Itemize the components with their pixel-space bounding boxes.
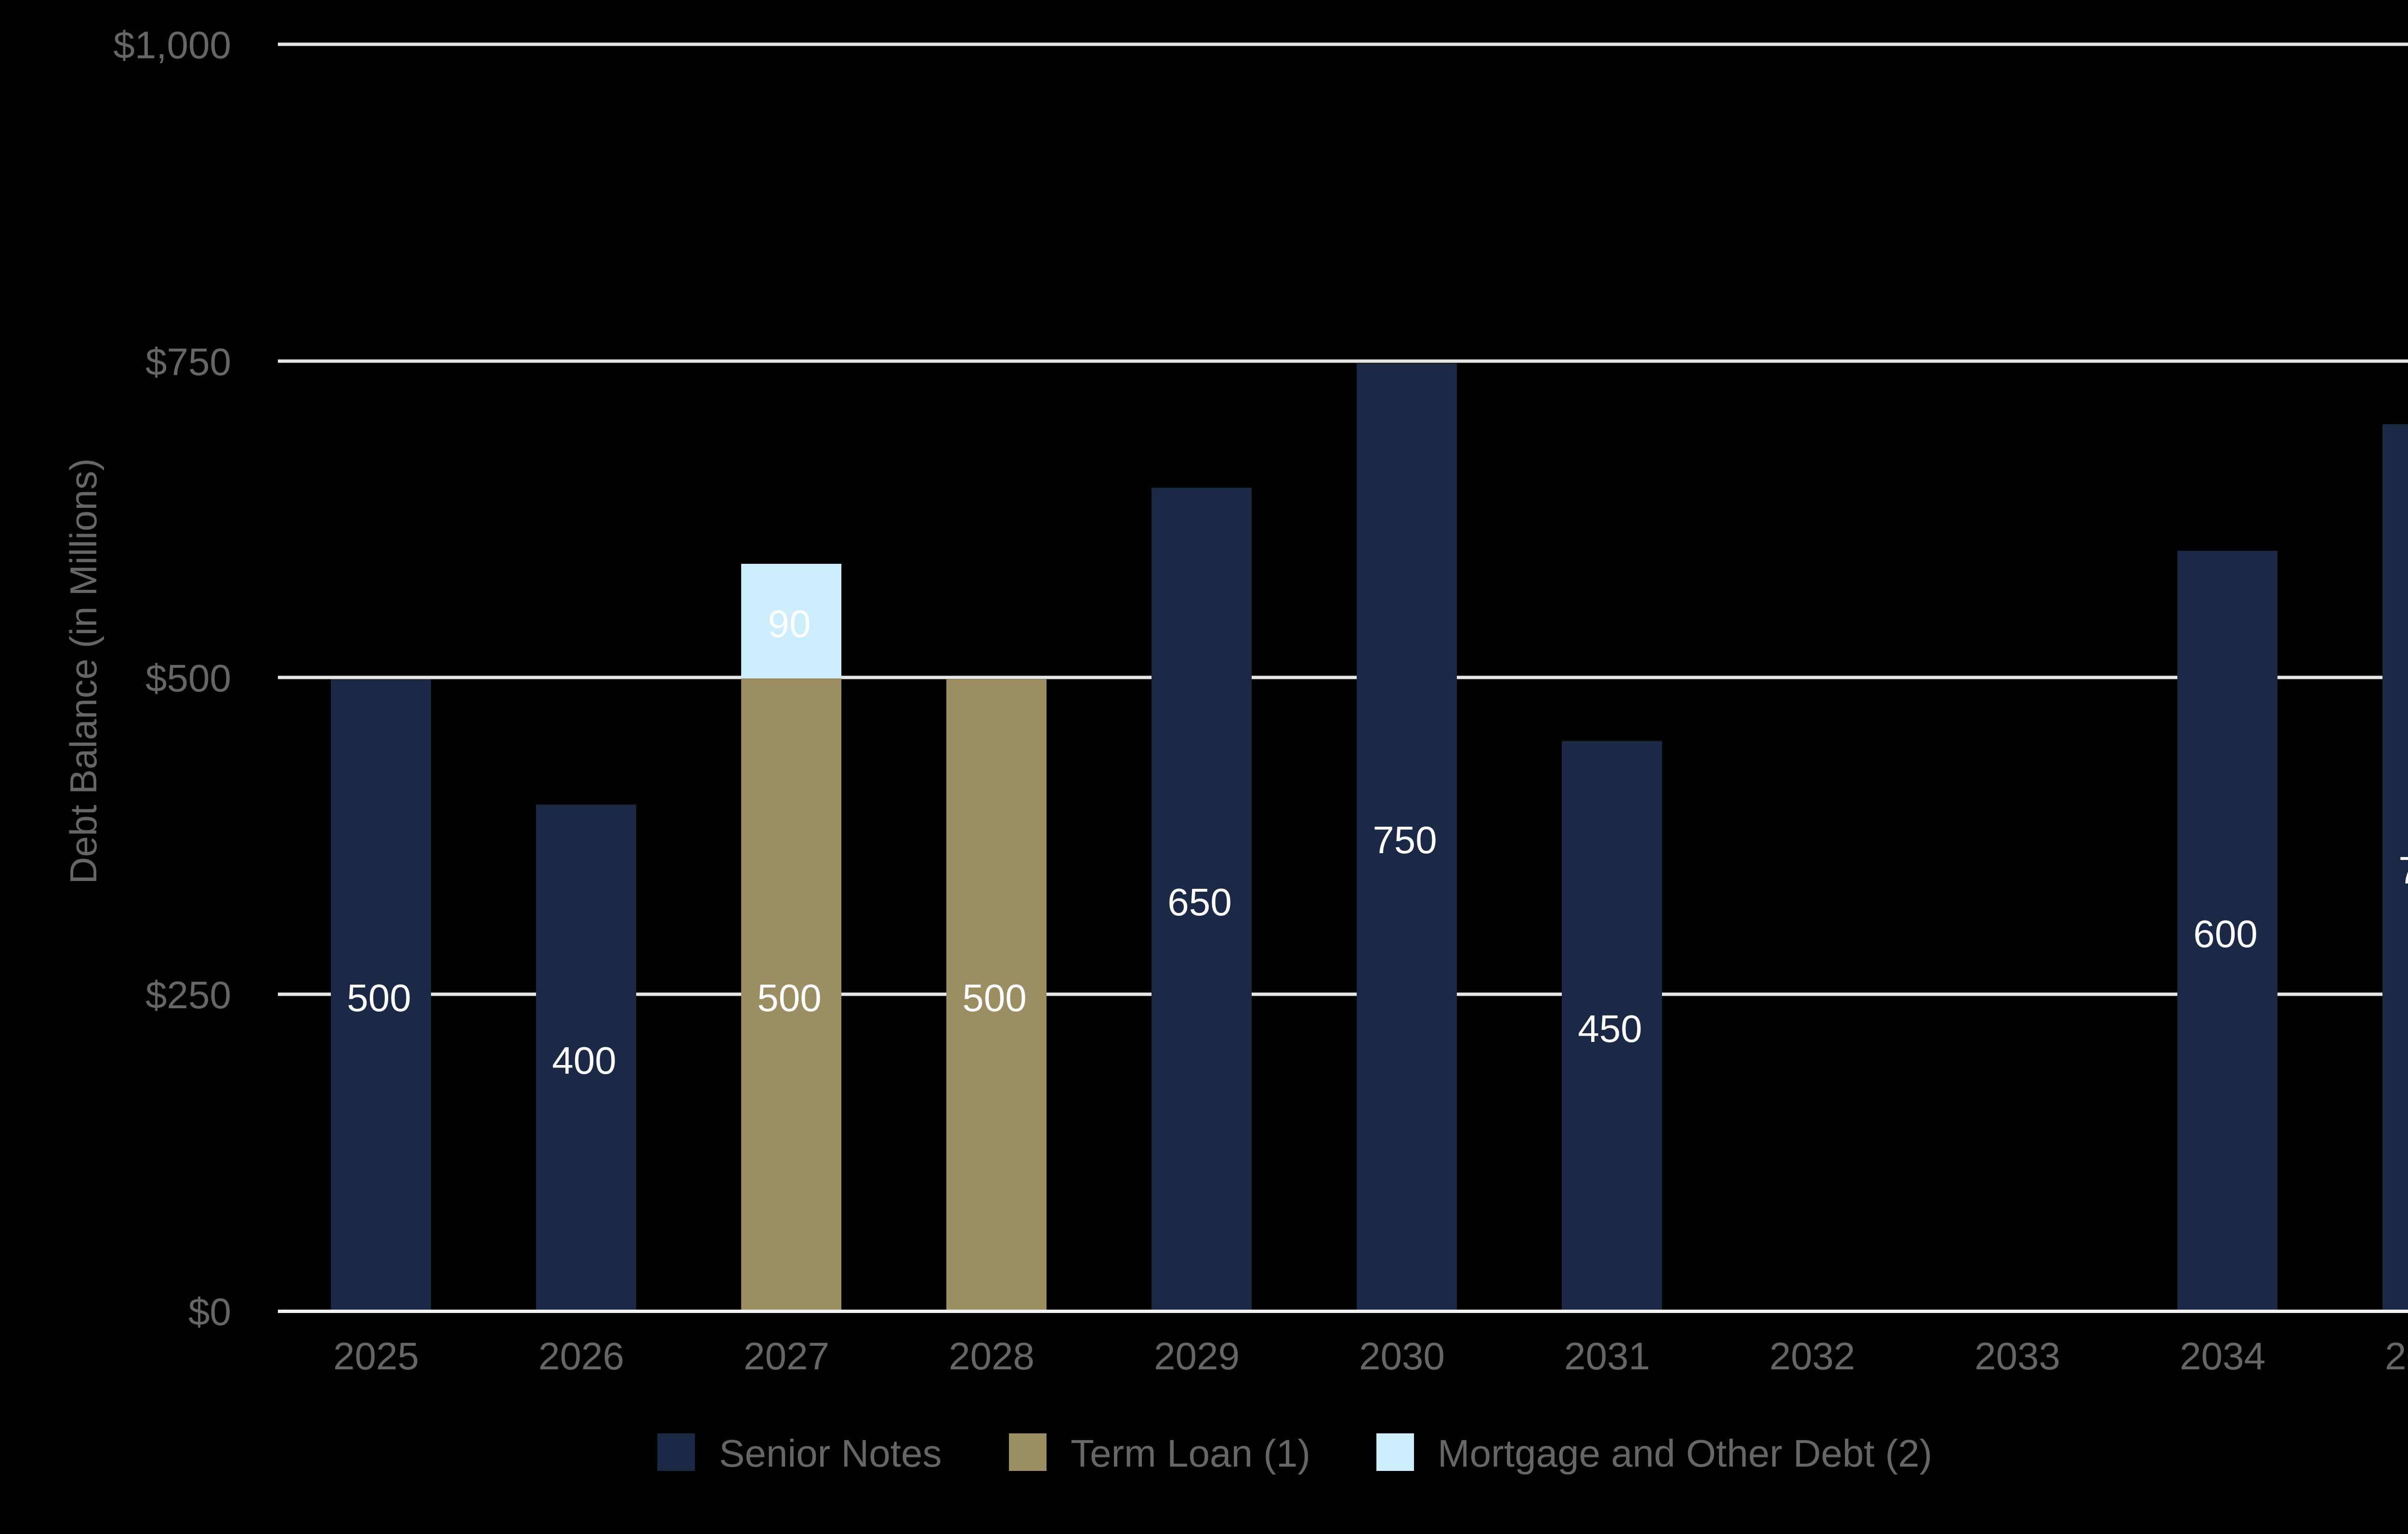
svg-text:500: 500 xyxy=(962,976,1026,1019)
svg-text:Term Loan (1): Term Loan (1) xyxy=(1071,1432,1310,1475)
svg-text:2030: 2030 xyxy=(1359,1335,1445,1378)
svg-text:$750: $750 xyxy=(145,340,231,383)
svg-text:2028: 2028 xyxy=(949,1335,1034,1378)
svg-text:2025: 2025 xyxy=(333,1335,419,1378)
svg-text:500: 500 xyxy=(757,976,821,1019)
svg-text:650: 650 xyxy=(1167,881,1231,923)
svg-text:Debt Balance (in Millions): Debt Balance (in Millions) xyxy=(62,458,105,884)
svg-text:$1,000: $1,000 xyxy=(113,24,231,66)
svg-text:400: 400 xyxy=(552,1039,616,1082)
svg-text:2027: 2027 xyxy=(744,1335,829,1378)
svg-text:2029: 2029 xyxy=(1154,1335,1240,1378)
svg-text:600: 600 xyxy=(2193,912,2257,955)
svg-text:$0: $0 xyxy=(188,1290,231,1333)
svg-text:$500: $500 xyxy=(145,657,231,700)
svg-text:750: 750 xyxy=(1373,819,1437,861)
svg-text:2035: 2035 xyxy=(2385,1335,2408,1378)
svg-text:500: 500 xyxy=(347,976,411,1019)
svg-text:450: 450 xyxy=(1578,1007,1642,1050)
svg-text:2032: 2032 xyxy=(1769,1335,1855,1378)
svg-text:90: 90 xyxy=(768,602,811,645)
svg-text:2033: 2033 xyxy=(1975,1335,2060,1378)
svg-text:Senior Notes: Senior Notes xyxy=(719,1432,942,1475)
svg-text:Mortgage and Other Debt (2): Mortgage and Other Debt (2) xyxy=(1438,1432,1932,1475)
svg-text:2034: 2034 xyxy=(2180,1335,2265,1378)
svg-text:2026: 2026 xyxy=(538,1335,624,1378)
svg-text:$250: $250 xyxy=(145,974,231,1016)
svg-text:2031: 2031 xyxy=(1564,1335,1650,1378)
svg-text:700: 700 xyxy=(2398,849,2408,892)
